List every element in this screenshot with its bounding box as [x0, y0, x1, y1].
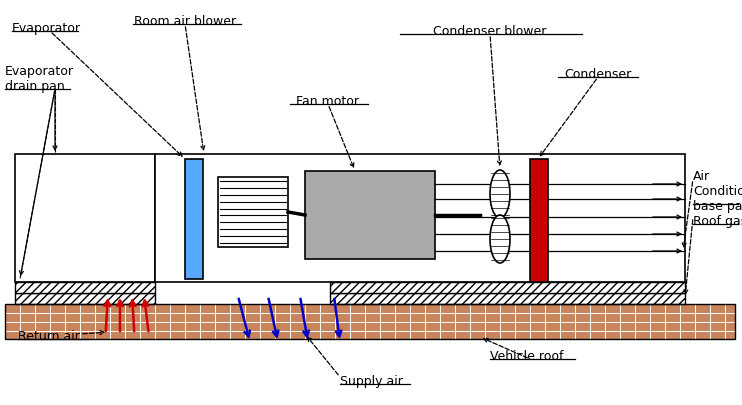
Bar [218, 177, 288, 247]
Bar [5, 304, 735, 339]
Text: Return air: Return air [18, 329, 80, 342]
Text: Fan motor: Fan motor [297, 95, 360, 108]
Bar [15, 282, 155, 293]
Bar [155, 155, 685, 282]
Text: Roof gasket: Roof gasket [693, 215, 742, 228]
Text: Supply air: Supply air [340, 374, 403, 387]
Bar [330, 282, 685, 293]
Bar [330, 293, 685, 304]
Text: Condenser: Condenser [565, 68, 631, 81]
Bar [185, 160, 203, 279]
Bar [530, 160, 548, 282]
Bar [5, 304, 735, 339]
Bar [305, 172, 435, 259]
Ellipse shape [490, 215, 510, 263]
Text: Room air blower: Room air blower [134, 15, 236, 28]
Text: Condenser blower: Condenser blower [433, 25, 547, 38]
Text: Evaporator
drain pan: Evaporator drain pan [5, 65, 74, 93]
Text: Vehicle roof: Vehicle roof [490, 349, 563, 362]
Bar [15, 155, 155, 282]
Bar [15, 293, 155, 304]
Ellipse shape [490, 171, 510, 218]
Text: Evaporator: Evaporator [12, 22, 81, 35]
Text: Air
Conditioner
base pan: Air Conditioner base pan [693, 170, 742, 213]
